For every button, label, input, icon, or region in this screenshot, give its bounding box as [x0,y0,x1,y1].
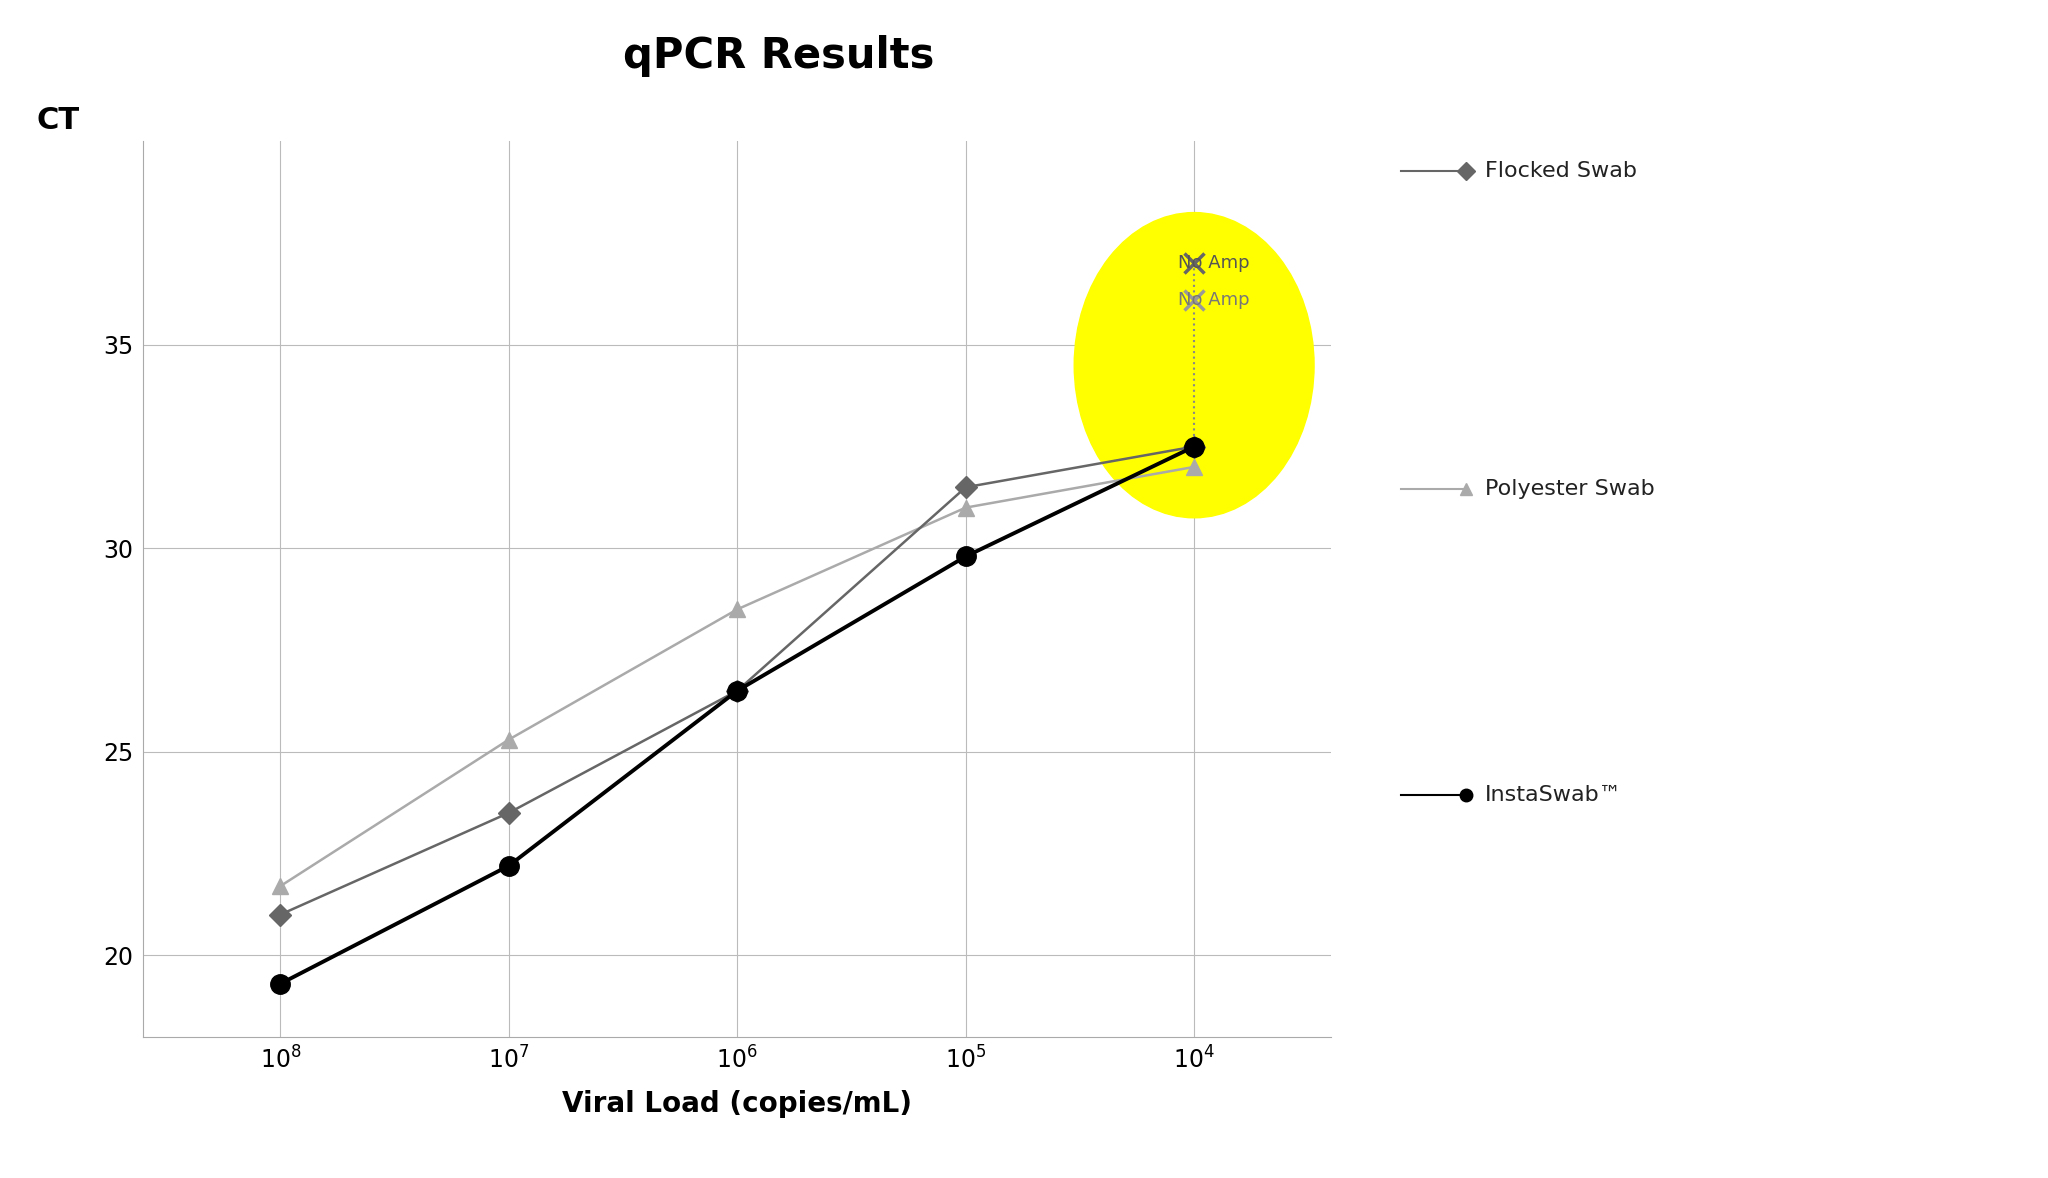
Text: Polyester Swab: Polyester Swab [1485,479,1655,498]
Text: qPCR Results: qPCR Results [623,35,934,78]
X-axis label: Viral Load (copies/mL): Viral Load (copies/mL) [563,1090,911,1118]
Text: No Amp: No Amp [1178,254,1249,272]
Text: InstaSwab™: InstaSwab™ [1485,786,1622,805]
Text: Flocked Swab: Flocked Swab [1485,161,1636,180]
Ellipse shape [1075,212,1315,518]
Text: CT: CT [37,106,80,134]
Text: No Amp: No Amp [1178,291,1249,309]
